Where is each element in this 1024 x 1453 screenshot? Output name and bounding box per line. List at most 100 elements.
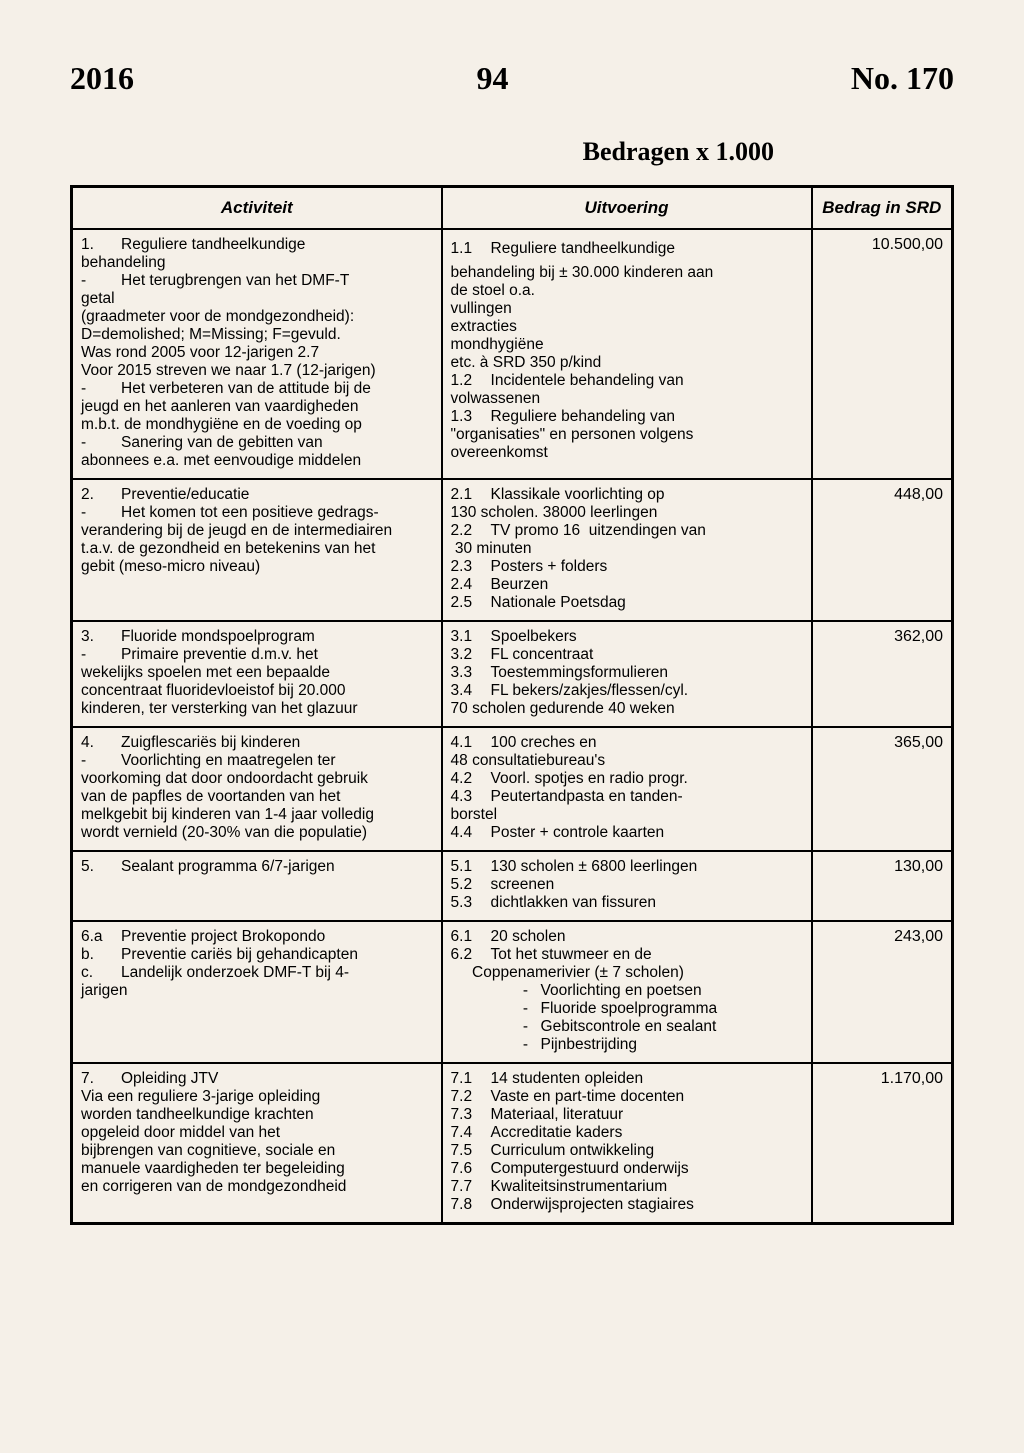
line-text: Landelijk onderzoek DMF-T bij 4- bbox=[121, 964, 349, 982]
line-number: 4.3 bbox=[451, 788, 491, 806]
activiteit-line: -Het komen tot een positieve gedrags- bbox=[81, 504, 433, 522]
line-number: - bbox=[81, 504, 121, 522]
activiteit-line: behandeling bbox=[81, 254, 433, 272]
uitvoering-line: 1.2Incidentele behandeling van bbox=[451, 372, 803, 390]
uitvoering-line: 2.5Nationale Poetsdag bbox=[451, 594, 803, 612]
line-number: - bbox=[81, 434, 121, 452]
uitvoering-line: 2.1Klassikale voorlichting op bbox=[451, 486, 803, 504]
line-text: Preventie project Brokopondo bbox=[121, 928, 325, 946]
line-number: - bbox=[81, 272, 121, 290]
activiteit-line: 7.Opleiding JTV bbox=[81, 1070, 433, 1088]
activiteit-line: wordt vernield (20-30% van die populatie… bbox=[81, 824, 433, 842]
activiteit-line: opgeleid door middel van het bbox=[81, 1124, 433, 1142]
uitvoering-line: 7.5Curriculum ontwikkeling bbox=[451, 1142, 803, 1160]
uitvoering-cell: 5.1130 scholen ± 6800 leerlingen5.2scree… bbox=[442, 851, 812, 921]
line-text: Het terugbrengen van het DMF-T bbox=[121, 272, 349, 290]
uitvoering-line: 7.2Vaste en part-time docenten bbox=[451, 1088, 803, 1106]
line-number: 7.5 bbox=[451, 1142, 491, 1160]
activiteit-line: m.b.t. de mondhygiëne en de voeding op bbox=[81, 416, 433, 434]
uitvoering-line: 7.3Materiaal, literatuur bbox=[451, 1106, 803, 1124]
line-text: verandering bij de jeugd en de intermedi… bbox=[81, 522, 392, 540]
activiteit-line: concentraat fluoridevloeistof bij 20.000 bbox=[81, 682, 433, 700]
activities-table: Activiteit Uitvoering Bedrag in SRD 1.Re… bbox=[70, 185, 954, 1225]
activiteit-line: wekelijks spoelen met een bepaalde bbox=[81, 664, 433, 682]
line-text: Sanering van de gebitten van bbox=[121, 434, 323, 452]
line-text: Materiaal, literatuur bbox=[491, 1106, 624, 1124]
bullet-dash-icon: - bbox=[511, 982, 541, 1000]
line-text: melkgebit bij kinderen van 1-4 jaar voll… bbox=[81, 806, 374, 824]
line-text: Preventie cariës bij gehandicapten bbox=[121, 946, 358, 964]
line-text: screenen bbox=[491, 876, 555, 894]
activiteit-line: abonnees e.a. met eenvoudige middelen bbox=[81, 452, 433, 470]
line-text: dichtlakken van fissuren bbox=[491, 894, 656, 912]
bullet-line: -Pijnbestrijding bbox=[511, 1036, 803, 1054]
activiteit-line: t.a.v. de gezondheid en betekenins van h… bbox=[81, 540, 433, 558]
line-text: Primaire preventie d.m.v. het bbox=[121, 646, 318, 664]
activiteit-line: -Het verbeteren van de attitude bij de bbox=[81, 380, 433, 398]
activiteit-cell: 1.Reguliere tandheelkundigebehandeling-H… bbox=[72, 229, 442, 479]
line-text: Preventie/educatie bbox=[121, 486, 249, 504]
line-text: TV promo 16 uitzendingen van bbox=[491, 522, 706, 540]
line-number: 5.2 bbox=[451, 876, 491, 894]
line-number: 4.2 bbox=[451, 770, 491, 788]
bedrag-cell: 362,00 bbox=[812, 621, 953, 727]
bullet-dash-icon: - bbox=[511, 1018, 541, 1036]
activiteit-line: D=demolished; M=Missing; F=gevuld. bbox=[81, 326, 433, 344]
line-text: Accreditatie kaders bbox=[491, 1124, 623, 1142]
activiteit-line: 3.Fluoride mondspoelprogram bbox=[81, 628, 433, 646]
activiteit-line: c.Landelijk onderzoek DMF-T bij 4- bbox=[81, 964, 433, 982]
uitvoering-line: 7.4Accreditatie kaders bbox=[451, 1124, 803, 1142]
line-text: Klassikale voorlichting op bbox=[491, 486, 665, 504]
line-text: Reguliere tandheelkundige bbox=[491, 240, 675, 258]
line-number: 3.4 bbox=[451, 682, 491, 700]
activiteit-line: 4.Zuigflescariës bij kinderen bbox=[81, 734, 433, 752]
bedrag-cell: 365,00 bbox=[812, 727, 953, 851]
uitvoering-line: "organisaties" en personen volgens bbox=[451, 426, 803, 444]
line-text: gebit (meso-micro niveau) bbox=[81, 558, 260, 576]
line-text: wekelijks spoelen met een bepaalde bbox=[81, 664, 330, 682]
uitvoering-line: 6.120 scholen bbox=[451, 928, 803, 946]
line-number: 7. bbox=[81, 1070, 121, 1088]
uitvoering-line: 2.3Posters + folders bbox=[451, 558, 803, 576]
line-number: 2.3 bbox=[451, 558, 491, 576]
page: 2016 94 No. 170 Bedragen x 1.000 Activit… bbox=[0, 0, 1024, 1453]
line-text: volwassenen bbox=[451, 390, 541, 408]
uitvoering-line: 4.4Poster + controle kaarten bbox=[451, 824, 803, 842]
activiteit-cell: 6.aPreventie project Brokopondo b.Preven… bbox=[72, 921, 442, 1063]
line-number: 4.1 bbox=[451, 734, 491, 752]
uitvoering-line: 7.8Onderwijsprojecten stagiaires bbox=[451, 1196, 803, 1214]
uitvoering-cell: 2.1Klassikale voorlichting op130 scholen… bbox=[442, 479, 812, 621]
header-year: 2016 bbox=[70, 60, 134, 97]
line-text: Kwaliteitsinstrumentarium bbox=[491, 1178, 668, 1196]
line-number: 2. bbox=[81, 486, 121, 504]
line-text: Sealant programma 6/7-jarigen bbox=[121, 858, 335, 876]
uitvoering-line: behandeling bij ± 30.000 kinderen aan bbox=[451, 264, 803, 282]
activiteit-line: Voor 2015 streven we naar 1.7 (12-jarige… bbox=[81, 362, 433, 380]
line-text: vullingen bbox=[451, 300, 512, 318]
activiteit-line: 2.Preventie/educatie bbox=[81, 486, 433, 504]
line-text: 70 scholen gedurende 40 weken bbox=[451, 700, 675, 718]
line-text: Reguliere tandheelkundige bbox=[121, 236, 305, 254]
table-row: 6.aPreventie project Brokopondo b.Preven… bbox=[72, 921, 953, 1063]
uitvoering-cell: 4.1100 creches en48 consultatiebureau's4… bbox=[442, 727, 812, 851]
uitvoering-line: borstel bbox=[451, 806, 803, 824]
uitvoering-line: 3.1Spoelbekers bbox=[451, 628, 803, 646]
activiteit-line: b.Preventie cariës bij gehandicapten bbox=[81, 946, 433, 964]
line-text: D=demolished; M=Missing; F=gevuld. bbox=[81, 326, 341, 344]
uitvoering-line: extracties bbox=[451, 318, 803, 336]
uitvoering-line: 4.2Voorl. spotjes en radio progr. bbox=[451, 770, 803, 788]
uitvoering-line: 3.3Toestemmingsformulieren bbox=[451, 664, 803, 682]
line-text: Fluoride mondspoelprogram bbox=[121, 628, 315, 646]
uitvoering-line: volwassenen bbox=[451, 390, 803, 408]
uitvoering-line: 6.2Tot het stuwmeer en de bbox=[451, 946, 803, 964]
line-number: 3.3 bbox=[451, 664, 491, 682]
line-text: Voor 2015 streven we naar 1.7 (12-jarige… bbox=[81, 362, 376, 380]
activiteit-line: bijbrengen van cognitieve, sociale en bbox=[81, 1142, 433, 1160]
activiteit-line: worden tandheelkundige krachten bbox=[81, 1106, 433, 1124]
uitvoering-line: 48 consultatiebureau's bbox=[451, 752, 803, 770]
line-text: etc. à SRD 350 p/kind bbox=[451, 354, 602, 372]
line-number: 3.1 bbox=[451, 628, 491, 646]
line-text: Poster + controle kaarten bbox=[491, 824, 665, 842]
line-number: 2.2 bbox=[451, 522, 491, 540]
line-text: Nationale Poetsdag bbox=[491, 594, 626, 612]
